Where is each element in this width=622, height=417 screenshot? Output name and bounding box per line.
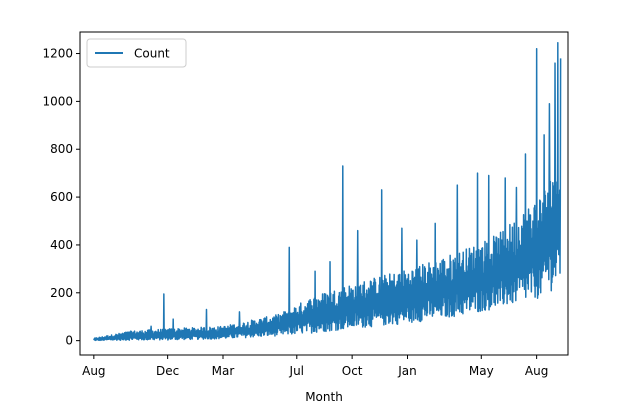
axes-frame: [79, 31, 569, 356]
x-tick-label: May: [469, 364, 494, 378]
x-tick-label: Mar: [212, 364, 235, 378]
y-tick-label: 1000: [42, 94, 73, 108]
y-tick-label: 400: [50, 238, 73, 252]
x-tick-label: Jul: [289, 364, 304, 378]
legend-label-count: Count: [134, 47, 170, 61]
x-tick-label: Aug: [82, 364, 105, 378]
x-axis-label: Month: [305, 390, 343, 404]
x-tick-label: Dec: [156, 364, 179, 378]
series-line-count: [93, 42, 562, 342]
legend: Count: [86, 38, 187, 68]
y-tick-label: 800: [50, 142, 73, 156]
y-tick-label: 1200: [42, 47, 73, 61]
x-tick-label: Jan: [397, 364, 417, 378]
y-tick-label: 200: [50, 286, 73, 300]
y-axis: 0 200 400 600 800 1000 1200: [42, 47, 80, 348]
y-tick-label: 600: [50, 190, 73, 204]
legend-box: [86, 38, 187, 68]
series-layer: [93, 42, 562, 342]
x-tick-label: Aug: [525, 364, 548, 378]
x-axis: Aug Dec Mar Jul Oct Jan May Aug: [82, 355, 548, 378]
x-tick-label: Oct: [342, 364, 363, 378]
y-tick-label: 0: [65, 334, 73, 348]
